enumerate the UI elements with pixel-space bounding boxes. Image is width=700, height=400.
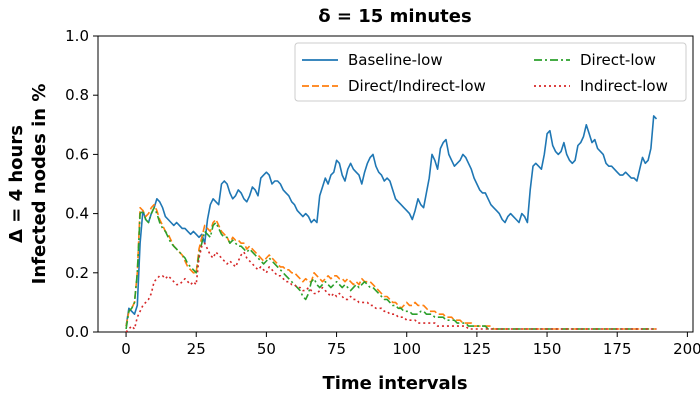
series-line-direct-indirect-low: [125, 203, 657, 330]
legend: Baseline-low Direct/Indirect-low Direct-lo…: [294, 42, 687, 102]
legend-label: Direct/Indirect-low: [348, 77, 486, 95]
legend-label: Direct-low: [580, 51, 656, 69]
y-tick-label: 0.8: [65, 86, 89, 104]
y-axis-title-line2: Infected nodes in %: [29, 84, 50, 285]
x-tick-label: 0: [121, 340, 131, 358]
x-axis-title: Time intervals: [322, 373, 467, 394]
x-tick-label: 150: [533, 340, 562, 358]
x-tick-label: 175: [603, 340, 632, 358]
y-axis: 0.0 0.2 0.4 0.6 0.8 1.0: [65, 27, 98, 341]
y-axis-title-line1: Δ = 4 hours: [6, 125, 27, 243]
x-tick-label: 125: [463, 340, 492, 358]
x-tick-label: 50: [257, 340, 276, 358]
y-tick-label: 0.4: [65, 205, 89, 223]
y-tick-label: 0.2: [65, 264, 89, 282]
chart-title: δ = 15 minutes: [318, 6, 471, 27]
series-layer: [125, 115, 658, 333]
x-tick-label: 25: [187, 340, 206, 358]
series-line-indirect-low: [125, 242, 657, 333]
series-line-baseline-low: [125, 115, 658, 327]
y-tick-label: 1.0: [65, 27, 89, 45]
x-tick-label: 75: [327, 340, 346, 358]
series-line-direct-low: [125, 206, 657, 330]
legend-frame: [294, 42, 687, 102]
x-tick-label: 200: [673, 340, 700, 358]
legend-label: Baseline-low: [348, 51, 443, 69]
x-tick-label: 100: [392, 340, 421, 358]
y-tick-label: 0.0: [65, 323, 89, 341]
y-tick-label: 0.6: [65, 145, 89, 163]
plot-area: [97, 35, 694, 333]
legend-label: Indirect-low: [580, 77, 668, 95]
x-axis: 0 25 50 75 100 125 150 175 200: [121, 332, 700, 358]
plot-frame: [97, 35, 694, 333]
